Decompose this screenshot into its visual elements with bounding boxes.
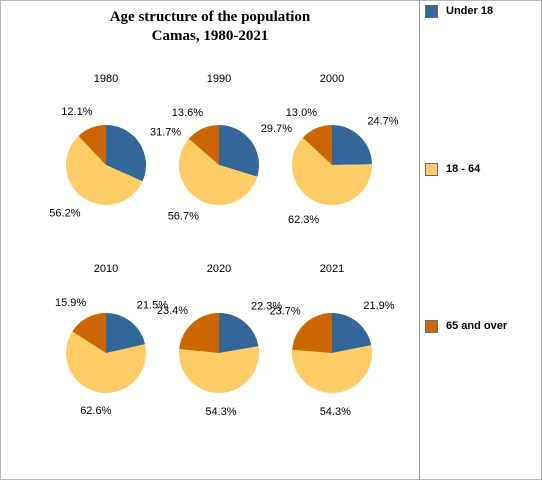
pie-slice-18-64 (179, 346, 260, 393)
pie-slice-under-18 (219, 125, 260, 177)
pie-slice-65-and-over (302, 125, 332, 165)
pie-charts-area: 1980 31.7% 56.2% 12.1% 1990 29.7% 56.7% 13.6% 20… (49, 73, 399, 418)
pie-slice-under-18 (106, 125, 147, 182)
legend-divider (419, 0, 420, 480)
pie-slice-18-64 (292, 345, 373, 394)
legend-swatch-under-18 (425, 4, 438, 18)
pie-data-label: 21.5% (137, 300, 168, 312)
pie-data-label: 23.4% (157, 305, 188, 317)
pie-data-label: 56.7% (168, 211, 199, 223)
pie-data-label: 62.3% (288, 214, 319, 226)
legend-item-65-and-over: 65 and over (425, 318, 507, 334)
pie-slice-65-and-over (188, 125, 219, 165)
pie-slice-18-64 (66, 136, 143, 205)
pie-slice-under-18 (332, 125, 372, 165)
pie-year-label: 2020 (207, 263, 231, 275)
pie-slice-under-18 (106, 313, 146, 353)
legend-item-under-18: Under 18 (425, 3, 493, 19)
pie-data-label: 29.7% (261, 123, 292, 135)
pie-data-label: 54.3% (320, 406, 351, 418)
legend-label-18-64: 18 - 64 (446, 163, 481, 175)
chart-title: Age structure of the population Camas, 1… (0, 8, 420, 46)
pie-year-label: 1980 (94, 73, 118, 85)
pie-year-label: 2021 (320, 263, 344, 275)
pie-data-label: 12.1% (61, 106, 92, 118)
pie-2021: 2021 21.9% 54.3% 23.7% (269, 263, 394, 418)
pie-data-label: 13.0% (286, 107, 317, 119)
legend-swatch-18-64 (425, 162, 438, 176)
pie-1990: 1990 29.7% 56.7% 13.6% (168, 73, 293, 223)
pie-data-label: 24.7% (367, 116, 398, 128)
legend-label-under-18: Under 18 (446, 5, 494, 17)
pie-year-label: 2000 (320, 73, 344, 85)
chart-title-line1: Age structure of the population (109, 9, 311, 25)
pie-data-label: 56.2% (49, 207, 80, 219)
pie-2000: 2000 24.7% 62.3% 13.0% (286, 73, 399, 226)
legend-label-65-and-over: 65 and over (446, 320, 508, 332)
pie-slice-18-64 (178, 138, 258, 206)
pie-data-label: 15.9% (55, 297, 86, 309)
pie-2020: 2020 22.3% 54.3% 23.4% (157, 263, 283, 418)
pie-year-label: 2010 (94, 263, 118, 275)
pie-data-label: 62.6% (80, 405, 111, 417)
pie-data-label: 21.9% (363, 300, 394, 312)
pie-year-label: 1990 (207, 73, 231, 85)
pie-data-label: 23.7% (269, 305, 300, 317)
pie-slice-18-64 (66, 331, 147, 393)
pie-data-label: 13.6% (172, 107, 203, 119)
legend-item-18-64: 18 - 64 (425, 161, 480, 177)
chart-title-line2: Camas, 1980-2021 (151, 28, 269, 44)
pie-slice-65-and-over (78, 125, 106, 165)
pie-slice-65-and-over (179, 313, 219, 353)
pie-data-label: 22.3% (251, 301, 282, 313)
pie-slice-under-18 (332, 313, 372, 353)
pie-slice-under-18 (219, 313, 259, 353)
pie-data-label: 31.7% (150, 126, 181, 138)
pie-data-label: 54.3% (205, 406, 236, 418)
pie-2010: 2010 21.5% 62.6% 15.9% (55, 263, 168, 417)
legend-swatch-65-and-over (425, 319, 438, 333)
pie-slice-18-64 (291, 137, 372, 206)
pie-slice-65-and-over (72, 313, 106, 353)
pie-1980: 1980 31.7% 56.2% 12.1% (49, 73, 181, 219)
pie-slice-65-and-over (292, 313, 332, 353)
